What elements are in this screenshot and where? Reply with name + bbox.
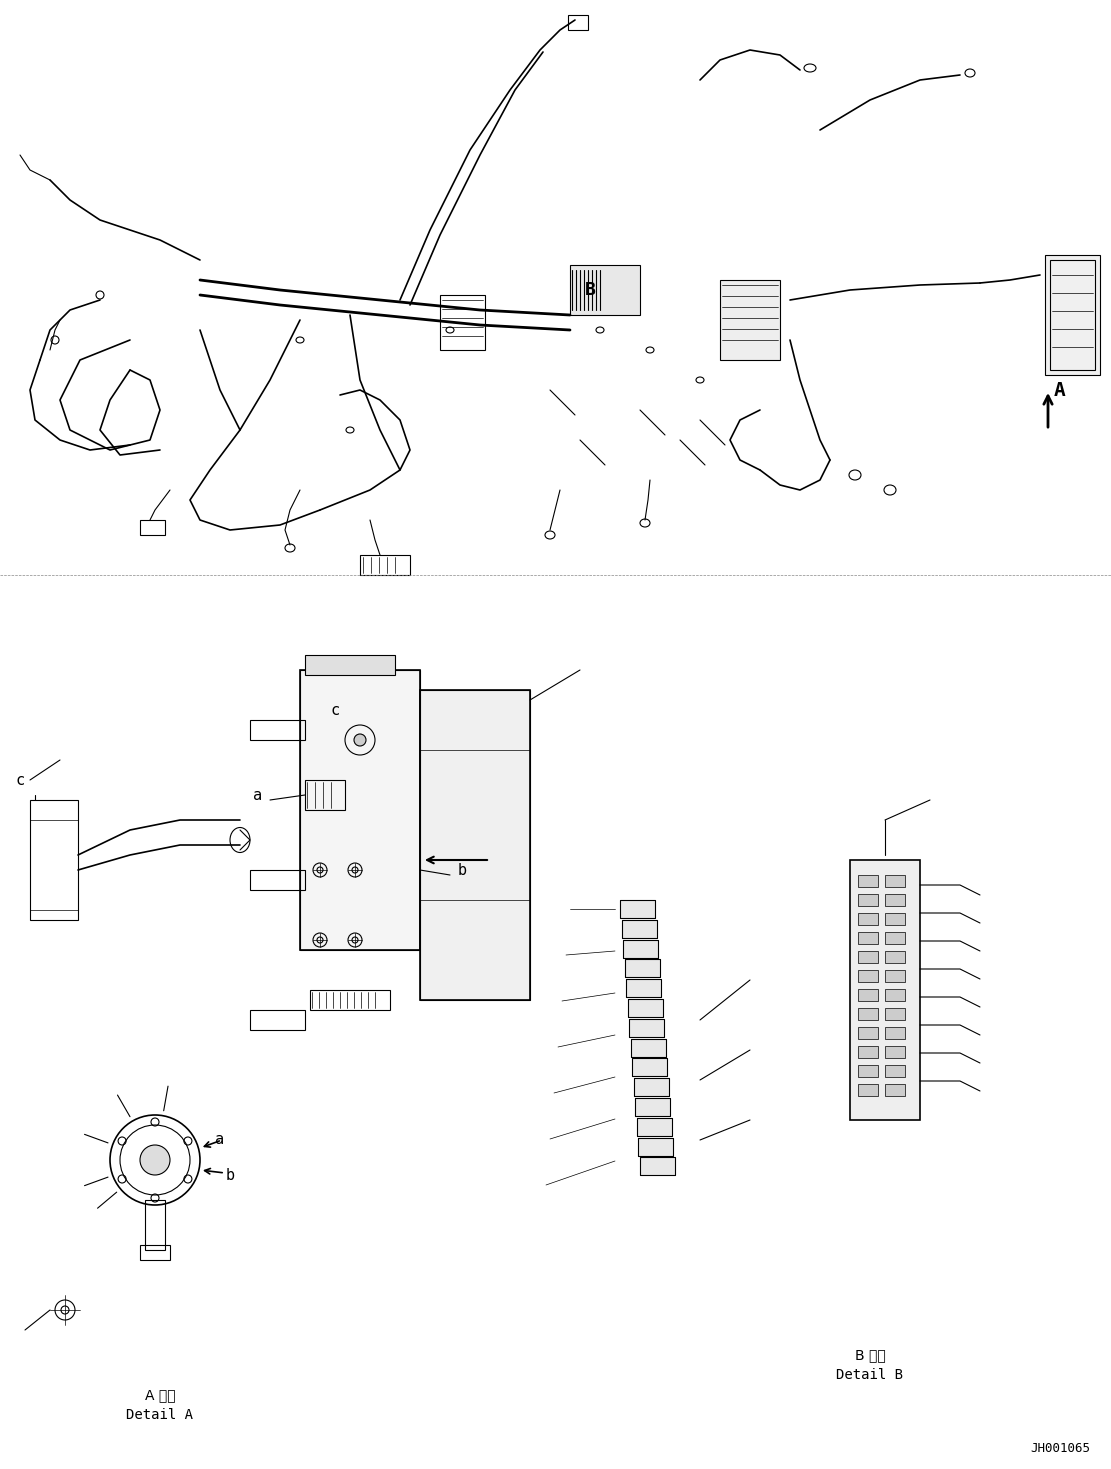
Bar — [640, 1158, 674, 1175]
Bar — [635, 1097, 670, 1116]
Bar — [620, 900, 655, 918]
Text: c: c — [16, 773, 24, 787]
Bar — [635, 1097, 670, 1116]
Bar — [858, 970, 878, 981]
Text: b: b — [226, 1168, 234, 1183]
Bar — [629, 1019, 664, 1037]
Bar — [858, 895, 878, 906]
Bar — [623, 940, 658, 958]
Bar — [850, 859, 920, 1119]
Bar — [250, 870, 306, 890]
Bar — [633, 1078, 669, 1096]
Bar — [306, 780, 346, 809]
Bar — [625, 980, 661, 997]
Text: B: B — [584, 281, 595, 300]
Bar — [300, 670, 420, 950]
Bar — [858, 1046, 878, 1058]
Bar — [632, 1058, 667, 1077]
Bar — [420, 690, 530, 1000]
Bar — [858, 989, 878, 1000]
Bar — [638, 1137, 673, 1156]
Bar — [858, 1008, 878, 1019]
Text: Detail A: Detail A — [127, 1407, 193, 1422]
Bar — [30, 801, 78, 920]
Bar — [620, 900, 655, 918]
Bar — [885, 950, 905, 964]
Bar — [624, 959, 660, 977]
Bar — [310, 990, 390, 1011]
Text: A: A — [1054, 380, 1065, 400]
Bar — [633, 1078, 669, 1096]
Bar — [640, 1158, 674, 1175]
Bar — [140, 520, 166, 535]
Bar — [420, 690, 530, 1000]
Text: c: c — [330, 702, 340, 717]
Bar — [638, 1137, 673, 1156]
Bar — [1050, 260, 1095, 370]
Bar — [1045, 256, 1100, 375]
Text: JH001065: JH001065 — [1030, 1441, 1090, 1454]
Text: Detail B: Detail B — [837, 1368, 903, 1382]
Bar — [858, 876, 878, 887]
Text: a: a — [253, 787, 262, 802]
Ellipse shape — [354, 734, 366, 746]
Bar — [885, 876, 905, 887]
Bar — [858, 1027, 878, 1039]
Bar — [632, 1058, 667, 1077]
Bar — [628, 999, 662, 1017]
Bar — [621, 920, 657, 937]
Bar — [570, 264, 640, 314]
Bar — [885, 1084, 905, 1096]
Bar — [146, 1200, 166, 1250]
Bar — [440, 295, 486, 350]
Bar — [885, 970, 905, 981]
Bar — [637, 1118, 671, 1136]
Bar — [300, 670, 420, 950]
Text: b: b — [458, 862, 467, 877]
Bar — [250, 720, 306, 740]
Bar — [885, 895, 905, 906]
Bar — [885, 914, 905, 925]
Ellipse shape — [140, 1144, 170, 1175]
Bar — [629, 1019, 664, 1037]
Bar — [885, 1008, 905, 1019]
Bar — [720, 281, 780, 360]
Bar — [858, 950, 878, 964]
Text: a: a — [216, 1133, 224, 1147]
Bar — [858, 1084, 878, 1096]
Bar — [858, 914, 878, 925]
Text: A 詳細: A 詳細 — [144, 1388, 176, 1401]
Bar — [306, 655, 396, 674]
Bar — [885, 1065, 905, 1077]
Bar — [250, 1011, 306, 1030]
Bar — [885, 989, 905, 1000]
Bar — [628, 999, 662, 1017]
Text: B 詳細: B 詳細 — [854, 1349, 885, 1362]
Bar — [885, 931, 905, 945]
Bar — [885, 1046, 905, 1058]
Bar — [623, 940, 658, 958]
Bar — [858, 1065, 878, 1077]
Bar — [140, 1246, 170, 1260]
Bar — [858, 931, 878, 945]
Bar — [624, 959, 660, 977]
Bar — [631, 1039, 665, 1056]
Bar — [360, 555, 410, 574]
Bar — [885, 1027, 905, 1039]
Bar — [568, 15, 588, 29]
Bar — [625, 980, 661, 997]
Bar — [621, 920, 657, 937]
Bar — [637, 1118, 671, 1136]
Bar — [631, 1039, 665, 1056]
